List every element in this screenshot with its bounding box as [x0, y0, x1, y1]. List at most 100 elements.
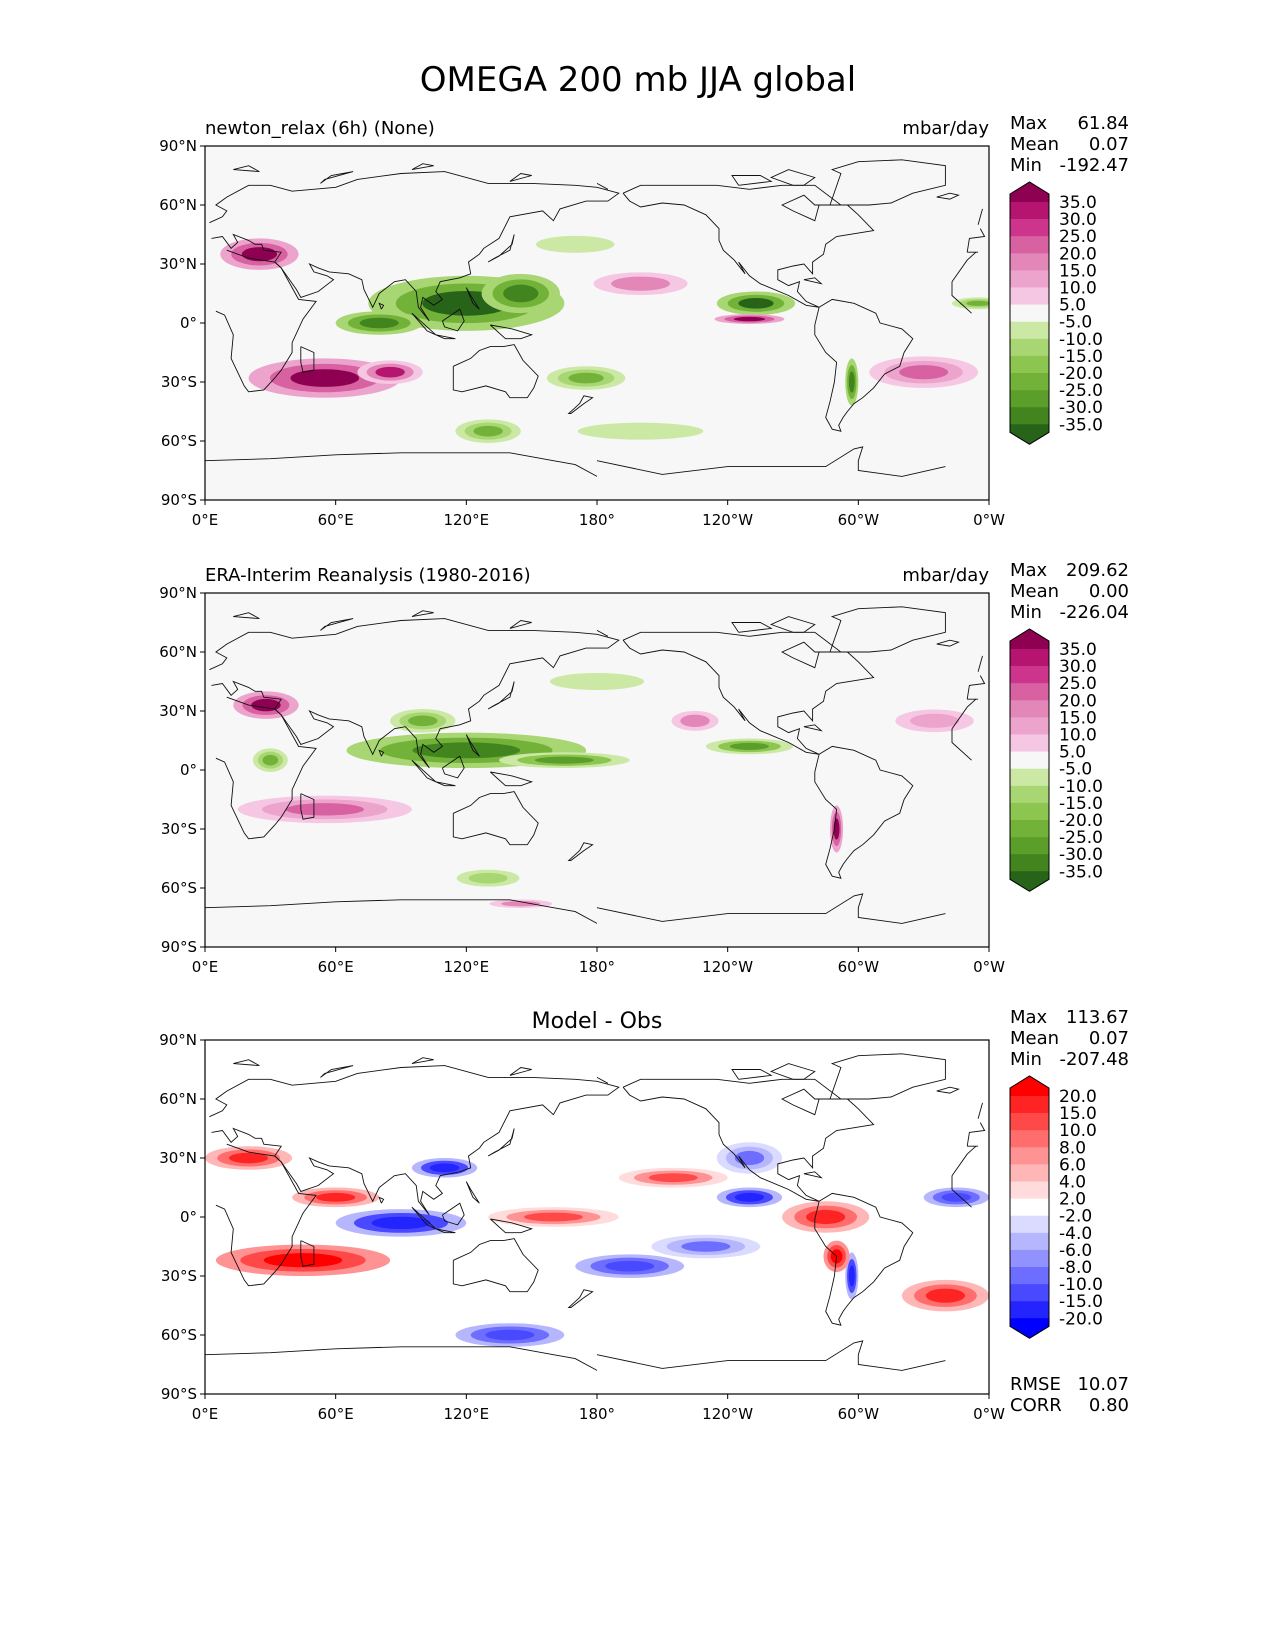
coastline-1 — [300, 1240, 315, 1267]
coastline-13 — [622, 631, 875, 755]
feature-5-contour-2 — [806, 1209, 846, 1225]
x-tick-label: 60°E — [318, 511, 354, 529]
colorbar-label: 15.0 — [1059, 1104, 1097, 1124]
panel-units: mbar/day — [902, 565, 989, 586]
colorbar-bin — [1010, 1232, 1049, 1251]
footer-stat-value: 0.80 — [1089, 1395, 1129, 1416]
coastline-25 — [509, 620, 532, 629]
stat-label: Min — [1010, 1049, 1042, 1070]
y-tick-label: 60°S — [161, 432, 197, 450]
x-tick-label: 0°E — [192, 1405, 219, 1423]
colorbar-bin — [1010, 751, 1049, 769]
coastline-11 — [465, 287, 480, 310]
colorbar-label: -25.0 — [1059, 828, 1103, 848]
coastlines — [205, 1053, 986, 1371]
colorbar-label: 8.0 — [1059, 1138, 1086, 1158]
coastline-10 — [487, 681, 515, 710]
figure-title: OMEGA 200 mb JJA global — [420, 60, 856, 100]
colorbar-extend-min — [1010, 424, 1049, 445]
coastline-5 — [567, 842, 594, 861]
colorbar-label: -10.0 — [1059, 1275, 1103, 1295]
feature-1-contour-2 — [371, 1216, 431, 1230]
coastline-5 — [567, 395, 594, 414]
feature-6-contour-2 — [262, 754, 279, 766]
coastline-20 — [205, 1340, 946, 1371]
colorbar-label: -5.0 — [1059, 313, 1092, 333]
y-tick-label: 30°N — [159, 255, 197, 273]
colorbar-bin — [1010, 236, 1049, 254]
coastline-24 — [233, 612, 260, 620]
colorbar-bin — [1010, 1215, 1049, 1234]
x-tick-label: 180° — [579, 958, 615, 976]
coastline-11 — [465, 1181, 480, 1204]
feature-6-contour-2 — [738, 298, 774, 309]
colorbar-bin — [1010, 1267, 1049, 1285]
coastline-11 — [465, 734, 480, 757]
stat-label: Mean — [1010, 1028, 1059, 1049]
coastlines — [205, 606, 986, 924]
coastline-20 — [205, 893, 946, 924]
x-tick-label: 0°E — [192, 958, 219, 976]
y-tick-label: 90°N — [159, 1031, 197, 1049]
coastline-24 — [233, 1059, 260, 1067]
x-tick-label: 180° — [579, 1405, 615, 1423]
feature-9-contour-2 — [468, 872, 508, 884]
stat-value: -192.47 — [1060, 155, 1129, 176]
x-tick-label: 180° — [579, 511, 615, 529]
feature-0-contour-2 — [251, 698, 281, 712]
colorbar-bin — [1010, 700, 1049, 718]
colorbar-label: 35.0 — [1059, 193, 1097, 213]
feature-12-contour-2 — [848, 371, 855, 393]
coastline-18 — [936, 639, 960, 647]
colorbar-bin — [1010, 666, 1049, 684]
stat-label: Mean — [1010, 134, 1059, 155]
y-tick-label: 0° — [180, 761, 197, 779]
colorbar-outline — [1009, 628, 1050, 892]
colorbar-bin — [1010, 1198, 1049, 1216]
x-tick-label: 0°W — [973, 1405, 1005, 1423]
feature-8-contour-2 — [680, 714, 710, 728]
colorbar-outline — [1009, 181, 1050, 445]
feature-10-contour-2 — [501, 901, 541, 907]
coastline-4 — [452, 1238, 539, 1293]
colorbar-bin — [1010, 1301, 1049, 1319]
feature-8-contour-2 — [568, 372, 604, 384]
colorbar-label: 4.0 — [1059, 1173, 1086, 1193]
field-features — [220, 232, 989, 443]
feature-4-contour-2 — [359, 317, 399, 329]
coastline-17 — [731, 175, 773, 186]
x-tick-label: 60°W — [838, 958, 880, 976]
colorbar-label: 5.0 — [1059, 296, 1086, 316]
feature-14-contour-2 — [941, 1192, 972, 1202]
coastline-20 — [205, 446, 946, 477]
colorbar-bin — [1010, 854, 1049, 872]
coastline-8 — [441, 308, 465, 332]
coastline-23 — [320, 171, 354, 184]
coastline-2 — [209, 1065, 986, 1216]
colorbar-label: 30.0 — [1059, 657, 1097, 677]
feature-13-contour-2 — [734, 1150, 765, 1166]
y-tick-label: 90°S — [161, 1385, 197, 1403]
stat-value: 61.84 — [1077, 113, 1129, 134]
colorbar-label: -2.0 — [1059, 1207, 1092, 1227]
coastline-12 — [378, 1196, 385, 1204]
colorbar-label: 2.0 — [1059, 1190, 1086, 1210]
coastline-3 — [977, 655, 983, 672]
colorbar-label: 5.0 — [1059, 743, 1086, 763]
coastline-7 — [435, 1228, 456, 1234]
stat-label: Mean — [1010, 581, 1059, 602]
colorbar-outline — [1009, 1075, 1050, 1339]
colorbar: 35.030.025.020.015.010.05.0-5.0-10.0-15.… — [1009, 628, 1103, 892]
colorbar-bin — [1010, 785, 1049, 804]
feature-12-contour-2 — [910, 713, 960, 728]
colorbar-label: 30.0 — [1059, 210, 1097, 230]
feature-13-contour-2 — [966, 300, 989, 306]
colorbar-bin — [1010, 287, 1049, 305]
y-tick-label: 30°N — [159, 1149, 197, 1167]
colorbar-bin — [1010, 1113, 1049, 1131]
colorbar-bin — [1010, 338, 1049, 357]
feature-15-contour-2 — [316, 1192, 356, 1202]
y-tick-label: 90°N — [159, 137, 197, 155]
colorbar: 20.015.010.08.06.04.02.0-2.0-4.0-6.0-8.0… — [1009, 1075, 1103, 1339]
coastline-16 — [770, 169, 816, 186]
